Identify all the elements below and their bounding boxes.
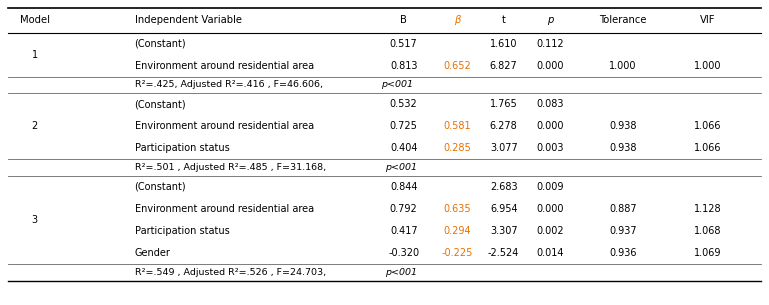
Text: 0.635: 0.635 [444, 204, 471, 214]
Text: 0.014: 0.014 [536, 248, 564, 258]
Text: 1.000: 1.000 [609, 61, 637, 70]
Text: 1.128: 1.128 [694, 204, 721, 214]
Text: (Constant): (Constant) [135, 39, 186, 48]
Text: R²=.425, Adjusted R²=.416 , F=46.606,: R²=.425, Adjusted R²=.416 , F=46.606, [0, 304, 1, 305]
Text: 0.083: 0.083 [536, 99, 564, 109]
Text: 0.000: 0.000 [536, 121, 564, 131]
Text: 0.285: 0.285 [444, 143, 471, 153]
Text: 0.517: 0.517 [390, 39, 418, 48]
Text: 1.765: 1.765 [490, 99, 518, 109]
Text: 0.792: 0.792 [390, 204, 418, 214]
Text: 0.937: 0.937 [609, 226, 637, 236]
Text: 0.000: 0.000 [536, 204, 564, 214]
Text: t: t [501, 15, 506, 25]
Text: 0.813: 0.813 [390, 61, 418, 70]
Text: p<001: p<001 [385, 163, 417, 172]
Text: 3: 3 [32, 215, 38, 225]
Text: Participation status: Participation status [135, 143, 229, 153]
Text: β: β [454, 15, 461, 25]
Text: 1.610: 1.610 [490, 39, 518, 48]
Text: R²=.425, Adjusted R²=.416 , F=46.606, p<001: R²=.425, Adjusted R²=.416 , F=46.606, p<… [0, 304, 1, 305]
Text: 6.954: 6.954 [490, 204, 518, 214]
Text: R²=.549 , Adjusted R²=.526 , F=24.703,: R²=.549 , Adjusted R²=.526 , F=24.703, [135, 268, 328, 277]
Text: 1.069: 1.069 [694, 248, 721, 258]
Text: R²=.549 , Adjusted R²=.526 , F=24.703, p<001: R²=.549 , Adjusted R²=.526 , F=24.703, p… [0, 304, 1, 305]
Text: Gender: Gender [135, 248, 171, 258]
Text: -0.225: -0.225 [442, 248, 473, 258]
Text: Environment around residential area: Environment around residential area [135, 121, 314, 131]
Text: 0.938: 0.938 [609, 121, 637, 131]
Text: R²=.501 , Adjusted R²=.485 , F=31.168,: R²=.501 , Adjusted R²=.485 , F=31.168, [0, 304, 1, 305]
Text: 0.002: 0.002 [536, 226, 564, 236]
Text: R²=.501 , Adjusted R²=.485 , F=31.168, p<001: R²=.501 , Adjusted R²=.485 , F=31.168, p… [0, 304, 1, 305]
Text: Environment around residential area: Environment around residential area [135, 61, 314, 70]
Text: 0.294: 0.294 [444, 226, 471, 236]
Text: 1.066: 1.066 [694, 143, 721, 153]
Text: p<001: p<001 [381, 81, 413, 89]
Text: 0.652: 0.652 [444, 61, 471, 70]
Text: 1.066: 1.066 [694, 121, 721, 131]
Text: 0.417: 0.417 [390, 226, 418, 236]
Text: 0.581: 0.581 [444, 121, 471, 131]
Text: Model: Model [19, 15, 50, 25]
Text: Independent Variable: Independent Variable [135, 15, 241, 25]
Text: -2.524: -2.524 [488, 248, 519, 258]
Text: 0.887: 0.887 [609, 204, 637, 214]
Text: Participation status: Participation status [135, 226, 229, 236]
Text: 0.532: 0.532 [390, 99, 418, 109]
Text: 6.278: 6.278 [490, 121, 518, 131]
Text: p<001: p<001 [385, 268, 417, 277]
Text: VIF: VIF [700, 15, 715, 25]
Text: 0.936: 0.936 [609, 248, 637, 258]
Text: 0.938: 0.938 [609, 143, 637, 153]
Text: Environment around residential area: Environment around residential area [135, 204, 314, 214]
Text: p: p [547, 15, 553, 25]
Text: 1: 1 [32, 50, 38, 59]
Text: R²=.501 , Adjusted R²=.485 , F=31.168,: R²=.501 , Adjusted R²=.485 , F=31.168, [135, 163, 328, 172]
Text: 0.844: 0.844 [390, 182, 418, 192]
Text: 2: 2 [32, 121, 38, 131]
Text: 2.683: 2.683 [490, 182, 518, 192]
Text: 6.827: 6.827 [490, 61, 518, 70]
Text: 1.068: 1.068 [694, 226, 721, 236]
Text: 0.404: 0.404 [390, 143, 418, 153]
Text: 0.725: 0.725 [390, 121, 418, 131]
Text: (Constant): (Constant) [135, 99, 186, 109]
Text: B: B [401, 15, 407, 25]
Text: 0.112: 0.112 [536, 39, 564, 48]
Text: R²=.549 , Adjusted R²=.526 , F=24.703,: R²=.549 , Adjusted R²=.526 , F=24.703, [0, 304, 1, 305]
Text: 1.000: 1.000 [694, 61, 721, 70]
Text: Tolerance: Tolerance [599, 15, 647, 25]
Text: 0.009: 0.009 [536, 182, 564, 192]
Text: 0.003: 0.003 [536, 143, 564, 153]
Text: -0.320: -0.320 [388, 248, 419, 258]
Text: 3.077: 3.077 [490, 143, 518, 153]
Text: 0.000: 0.000 [536, 61, 564, 70]
Text: 3.307: 3.307 [490, 226, 518, 236]
Text: (Constant): (Constant) [135, 182, 186, 192]
Text: R²=.425, Adjusted R²=.416 , F=46.606,: R²=.425, Adjusted R²=.416 , F=46.606, [135, 81, 325, 89]
